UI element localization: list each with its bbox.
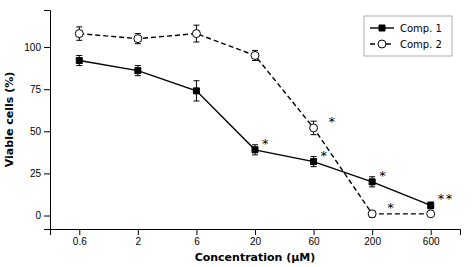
y-axis-line — [44, 11, 51, 230]
series — [76, 55, 433, 208]
y-tick: 25 — [30, 168, 50, 179]
error-bar — [76, 55, 82, 65]
x-tick-mark — [196, 229, 197, 235]
x-tick-mark — [255, 229, 256, 235]
y-tick: 75 — [30, 84, 50, 95]
series-line — [79, 61, 430, 206]
y-tick-label: 100 — [24, 42, 41, 53]
y-tick-mark — [44, 216, 50, 217]
error-bar — [369, 210, 375, 217]
x-tick-mark — [79, 229, 80, 235]
x-tick-label: 200 — [364, 236, 381, 247]
marker — [135, 68, 141, 74]
annotation: * — [438, 191, 445, 206]
error-bar — [135, 34, 141, 44]
marker — [252, 147, 258, 153]
y-tick-label: 0 — [35, 210, 41, 221]
error-bar — [193, 81, 199, 101]
annotation: * — [321, 148, 328, 163]
y-axis: 0 25 50 75 100 — [24, 11, 50, 230]
marker — [193, 88, 199, 94]
error-bar — [135, 66, 141, 76]
marker — [368, 210, 376, 218]
x-axis-title: Concentration (μM) — [195, 251, 316, 264]
y-axis-title: Viable cells (%) — [3, 72, 16, 167]
annotation: * — [446, 191, 453, 206]
marker — [427, 210, 435, 218]
legend-label: Comp. 2 — [400, 39, 442, 50]
x-axis: 0.6 2 6 20 60 200 600 — [51, 229, 461, 247]
y-tick-label: 50 — [30, 126, 42, 137]
legend-item: Comp. 2 — [370, 39, 442, 50]
y-tick-mark — [44, 173, 50, 174]
error-bar — [428, 202, 434, 209]
error-bar — [252, 50, 258, 60]
y-tick-mark — [44, 89, 50, 90]
error-bar — [311, 157, 317, 167]
legend-marker — [379, 25, 385, 31]
legend: Comp. 1 Comp. 2 — [364, 16, 452, 56]
x-tick: 200 — [364, 229, 381, 247]
x-tick: 20 — [250, 229, 262, 247]
y-tick: 100 — [24, 42, 50, 53]
x-tick-mark — [431, 229, 432, 235]
legend-item: Comp. 1 — [370, 23, 442, 34]
x-tick: 60 — [309, 229, 321, 247]
error-bar — [252, 145, 258, 155]
legend-label: Comp. 1 — [400, 23, 442, 34]
x-tick-mark — [372, 229, 373, 235]
x-tick: 600 — [423, 229, 440, 247]
marker — [192, 30, 200, 38]
x-tick-label: 0.6 — [73, 236, 87, 247]
y-tick-label: 75 — [30, 84, 42, 95]
marker — [369, 179, 375, 185]
error-bar — [369, 177, 375, 187]
plot: 0.62620602006000255075100*******Comp. 1C… — [24, 11, 460, 248]
x-tick-label: 600 — [423, 236, 440, 247]
annotations: ******* — [262, 114, 453, 215]
marker — [311, 159, 317, 165]
legend-box — [364, 16, 452, 56]
x-tick-label: 2 — [136, 236, 142, 247]
error-bar — [76, 27, 82, 40]
chart: 0.62620602006000255075100*******Comp. 1C… — [0, 0, 474, 267]
error-bar — [311, 121, 317, 134]
annotation: * — [329, 114, 336, 129]
x-tick: 2 — [136, 229, 142, 247]
y-tick-mark — [44, 131, 50, 132]
y-tick-label: 25 — [30, 168, 42, 179]
x-tick-mark — [138, 229, 139, 235]
marker — [251, 51, 259, 59]
annotation: * — [262, 136, 269, 151]
series-line — [79, 34, 430, 214]
annotation: * — [379, 168, 386, 183]
marker — [75, 30, 83, 38]
legend-marker — [378, 40, 386, 48]
marker — [310, 124, 318, 132]
y-tick: 50 — [30, 126, 50, 137]
marker — [76, 58, 82, 64]
x-tick: 0.6 — [73, 229, 87, 247]
marker — [134, 35, 142, 43]
x-tick-mark — [314, 229, 315, 235]
y-tick: 0 — [35, 210, 50, 221]
x-tick: 6 — [194, 229, 200, 247]
y-tick-mark — [44, 47, 50, 48]
x-tick-label: 6 — [194, 236, 200, 247]
x-axis-line — [51, 230, 461, 236]
marker — [428, 202, 434, 208]
x-tick-label: 20 — [250, 236, 262, 247]
annotation: * — [387, 200, 394, 215]
error-bar — [193, 25, 199, 42]
x-tick-label: 60 — [309, 236, 321, 247]
